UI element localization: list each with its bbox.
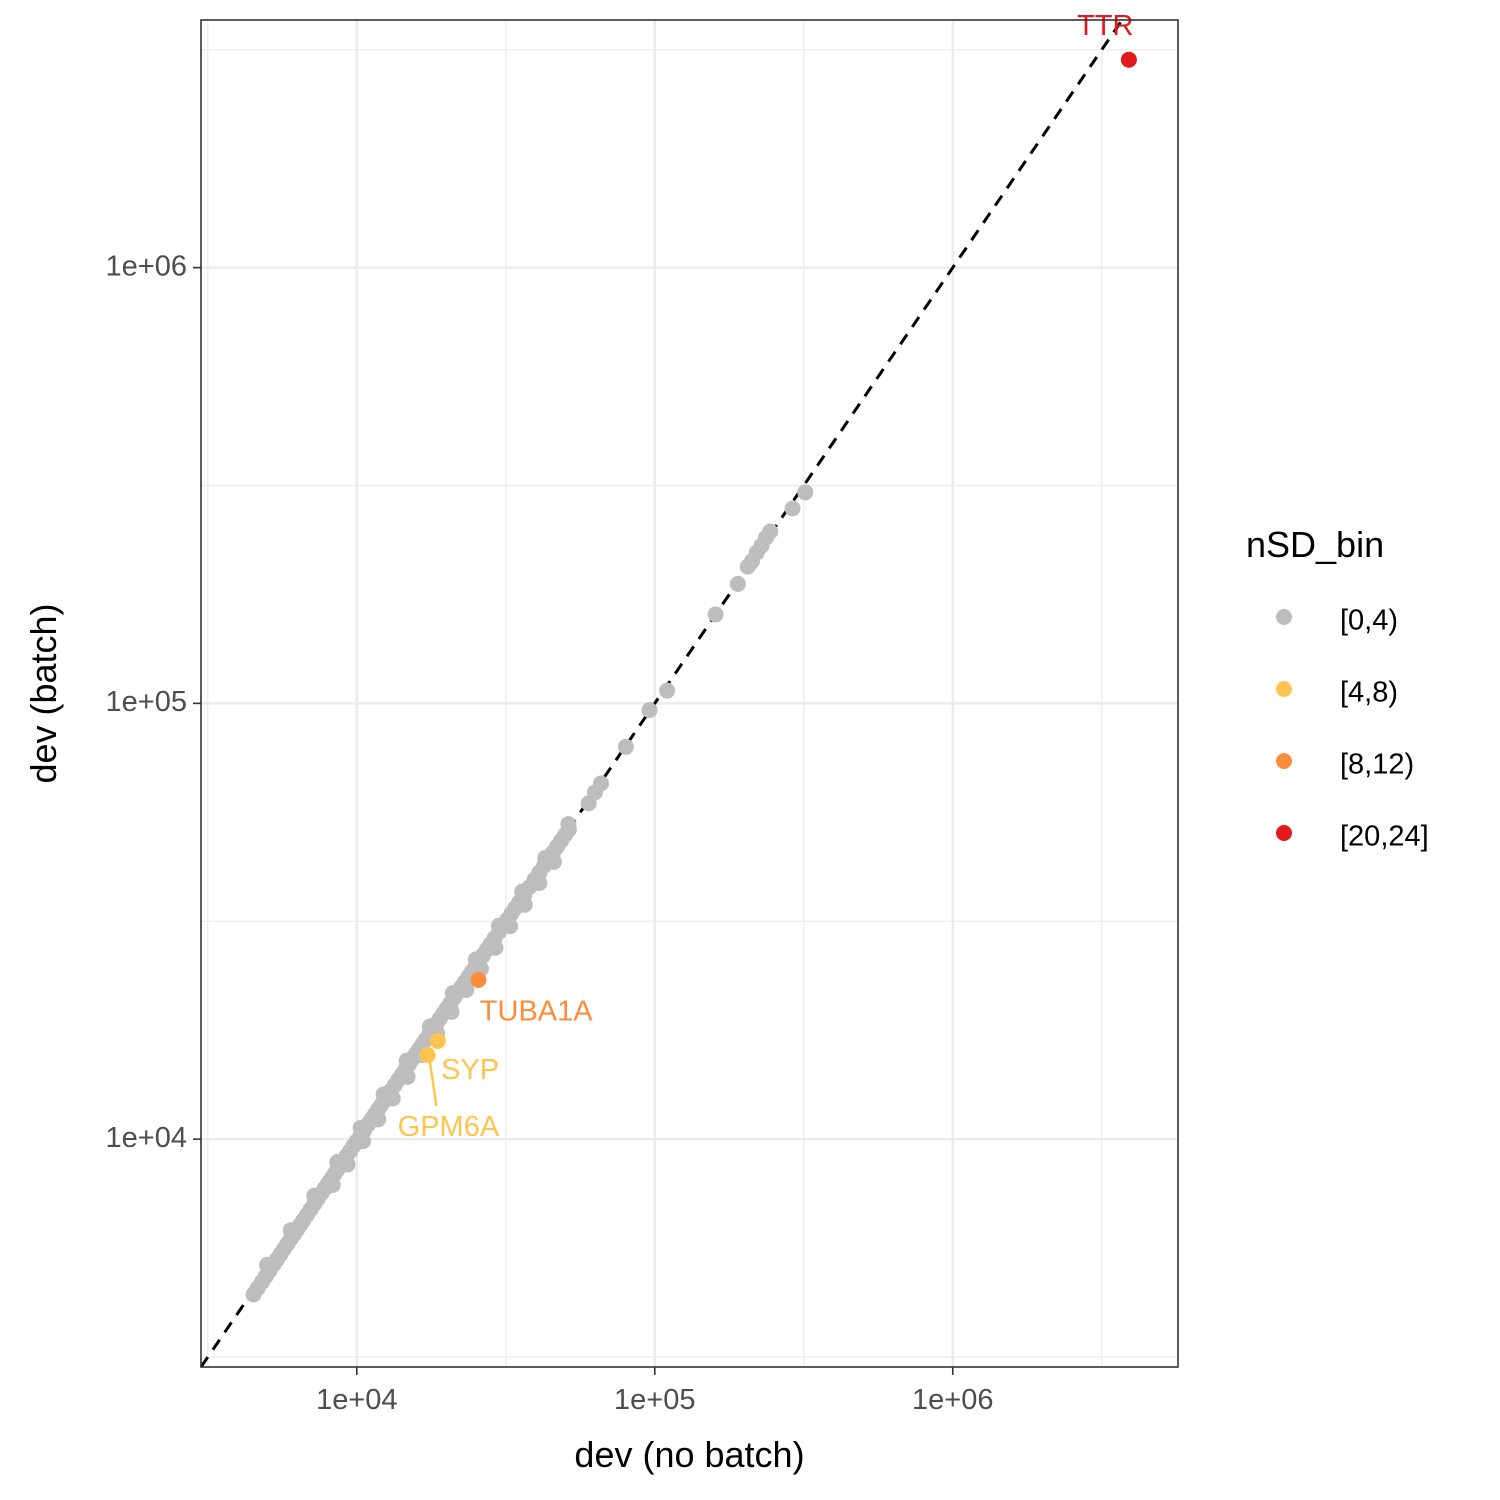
legend-items: [0,4) [4,8) [8,12) [20,24] [1276, 605, 1429, 853]
x-axis-title: dev (no batch) [574, 1434, 804, 1475]
data-point [516, 896, 533, 913]
point-label: SYP [441, 1054, 499, 1086]
y-tick-label: 1e+06 [106, 250, 187, 282]
series-3 [1120, 51, 1137, 68]
data-points [245, 51, 1137, 1303]
legend-label: [4,8) [1340, 677, 1398, 709]
data-point [797, 484, 814, 501]
y-tick-label: 1e+04 [106, 1122, 187, 1154]
legend-item: [4,8) [1276, 677, 1398, 709]
data-point [370, 1111, 387, 1128]
legend-item: [20,24] [1276, 821, 1429, 853]
data-point [490, 917, 507, 934]
legend-item: [8,12) [1276, 749, 1414, 781]
data-point [762, 523, 779, 540]
legend-item: [0,4) [1276, 605, 1398, 637]
data-point [641, 702, 658, 719]
data-point [1120, 51, 1137, 68]
data-point [531, 875, 548, 892]
data-point [707, 606, 724, 623]
data-point [537, 849, 554, 866]
data-point [355, 1133, 372, 1150]
data-point [444, 985, 461, 1002]
x-tick-label: 1e+06 [912, 1384, 993, 1416]
data-point [470, 971, 487, 988]
data-point [784, 500, 801, 517]
data-point [259, 1256, 276, 1273]
data-point [467, 951, 484, 968]
data-point [458, 981, 475, 998]
x-tick-label: 1e+05 [614, 1384, 695, 1416]
data-point [421, 1018, 438, 1035]
data-point [593, 775, 610, 792]
label-segment [428, 1060, 438, 1107]
data-point [329, 1154, 346, 1171]
data-point [352, 1119, 369, 1136]
data-point [617, 738, 634, 755]
y-axis: 1e+04 1e+05 1e+06 [106, 250, 201, 1154]
legend: nSD_bin [0,4) [4,8) [8,12) [20,24] [1246, 524, 1429, 853]
series-1 [419, 1032, 446, 1063]
point-label: TUBA1A [480, 995, 593, 1027]
data-point [375, 1086, 392, 1103]
point-labels: GPM6A SYP TUBA1A TTR [398, 10, 1134, 1143]
legend-key [1276, 609, 1292, 625]
plot-panel-border [200, 19, 1179, 1368]
label-segments [428, 1060, 438, 1107]
data-point [659, 682, 676, 699]
y-tick-label: 1e+05 [106, 686, 187, 718]
legend-key [1276, 753, 1292, 769]
data-point [282, 1222, 299, 1239]
x-tick-label: 1e+04 [316, 1384, 397, 1416]
data-point [429, 1032, 446, 1049]
series-2 [470, 971, 487, 988]
point-label: GPM6A [398, 1111, 500, 1143]
data-point [514, 883, 531, 900]
point-label: TTR [1077, 10, 1133, 42]
legend-key [1276, 681, 1292, 697]
legend-label: [8,12) [1340, 749, 1414, 781]
data-point [443, 1003, 460, 1020]
data-point [729, 575, 746, 592]
data-point [398, 1052, 415, 1069]
data-point [306, 1187, 323, 1204]
x-axis: 1e+04 1e+05 1e+06 [316, 1367, 993, 1416]
legend-title: nSD_bin [1246, 524, 1384, 565]
legend-label: [20,24] [1340, 821, 1429, 853]
minor-gridlines [201, 20, 1178, 1367]
data-point [419, 1046, 436, 1063]
data-point [487, 939, 504, 956]
legend-key [1276, 825, 1292, 841]
data-point [560, 816, 577, 833]
legend-label: [0,4) [1340, 605, 1398, 637]
data-point [324, 1176, 341, 1193]
y-axis-title: dev (batch) [23, 603, 64, 783]
data-point [399, 1068, 416, 1085]
